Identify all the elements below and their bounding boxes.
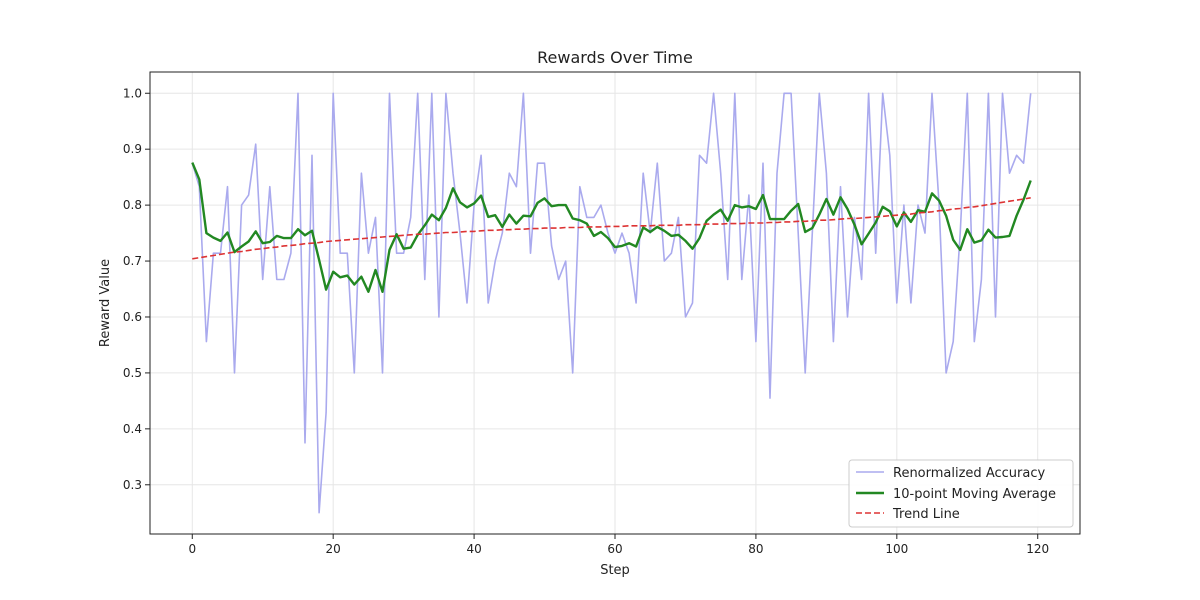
series-line-trend xyxy=(192,197,1031,260)
y-tick-label: 0.9 xyxy=(123,142,142,156)
x-tick-label: 120 xyxy=(1026,542,1049,556)
y-axis-ticks: 0.3 0.4 0.5 0.6 0.7 0.8 0.9 1.0 xyxy=(123,86,150,492)
x-tick-label: 40 xyxy=(466,542,481,556)
x-tick-label: 60 xyxy=(607,542,622,556)
y-tick-label: 0.3 xyxy=(123,478,142,492)
x-tick-label: 100 xyxy=(885,542,908,556)
series-line-moving-average xyxy=(191,162,1032,293)
y-tick-label: 0.8 xyxy=(123,198,142,212)
x-tick-label: 0 xyxy=(188,542,196,556)
legend-label-moving-average: 10-point Moving Average xyxy=(893,487,1056,502)
y-tick-label: 0.4 xyxy=(123,422,142,436)
x-tick-label: 80 xyxy=(748,542,763,556)
y-tick-label: 1.0 xyxy=(123,86,142,100)
y-axis-label: Reward Value xyxy=(98,259,113,347)
y-tick-label: 0.7 xyxy=(123,254,142,268)
y-tick-label: 0.6 xyxy=(123,310,142,324)
chart-title: Rewards Over Time xyxy=(537,48,693,67)
x-tick-label: 20 xyxy=(326,542,341,556)
x-axis-ticks: 0 20 40 60 80 100 120 xyxy=(188,534,1049,556)
legend-label-accuracy: Renormalized Accuracy xyxy=(893,466,1045,481)
series-layer xyxy=(191,92,1032,514)
y-tick-label: 0.5 xyxy=(123,366,142,380)
legend: Renormalized Accuracy 10-point Moving Av… xyxy=(848,459,1074,528)
x-axis-label: Step xyxy=(600,563,630,578)
legend-box xyxy=(848,459,1074,528)
legend-label-trend-line: Trend Line xyxy=(892,507,960,522)
series-line-renormalized-accuracy xyxy=(191,92,1032,514)
